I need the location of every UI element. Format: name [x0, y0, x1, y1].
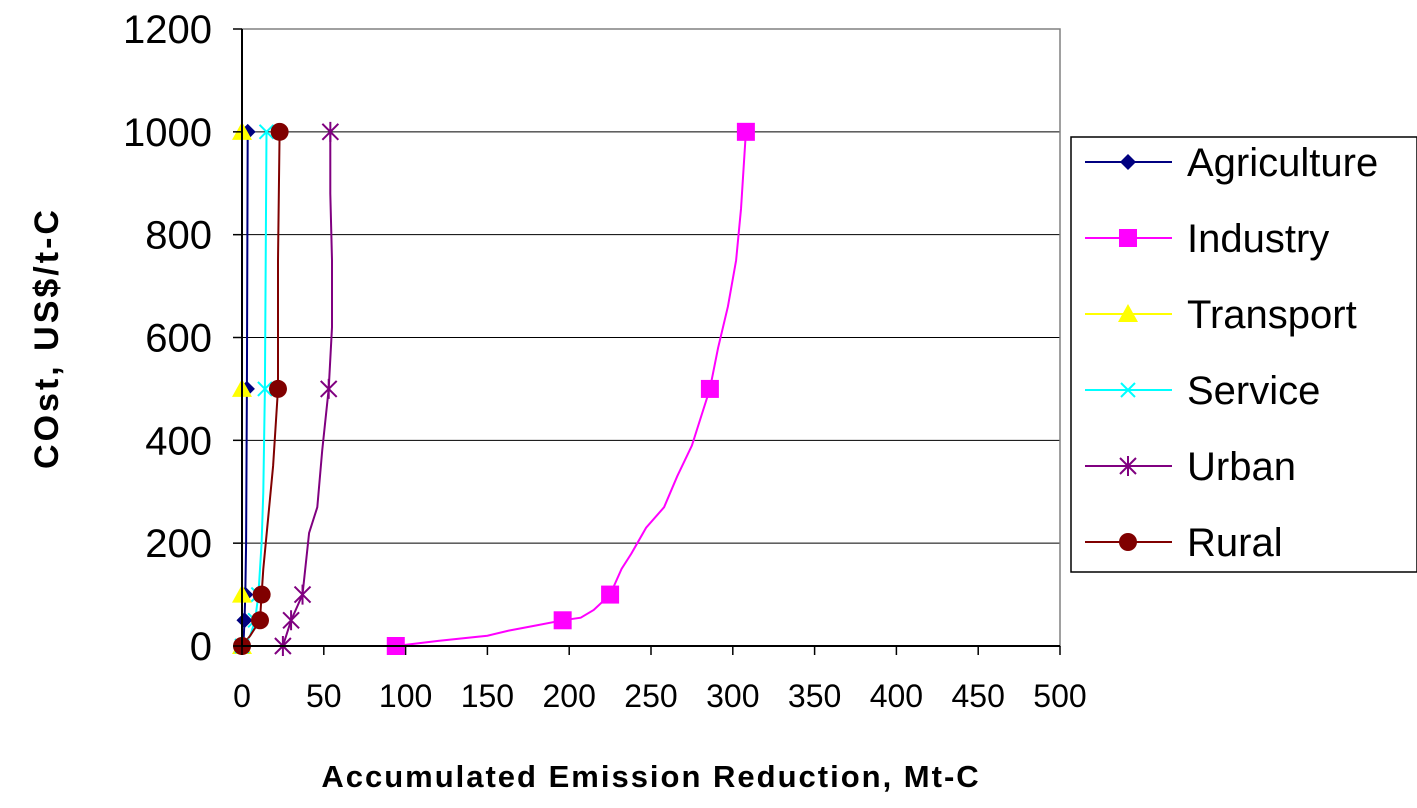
series-line-rural — [241, 131, 281, 647]
legend-label: Agriculture — [1187, 141, 1378, 185]
legend-rural-marker — [1119, 533, 1137, 551]
series-line-urban — [281, 131, 333, 647]
series-rural-marker — [250, 611, 269, 630]
series-urban-marker — [293, 584, 312, 605]
y-tick-label: 1200 — [123, 8, 212, 52]
y-tick-label: 0 — [190, 625, 212, 669]
x-tick-label: 350 — [788, 678, 841, 714]
x-tick-label: 150 — [461, 678, 514, 714]
y-tick-label: 800 — [145, 214, 212, 258]
x-tick-label: 450 — [952, 678, 1005, 714]
series-rural-marker — [270, 122, 289, 141]
series-industry-marker — [553, 611, 572, 630]
series-urban-marker — [320, 378, 338, 399]
x-tick-label: 500 — [1033, 678, 1086, 714]
x-tick-label: 300 — [706, 678, 759, 714]
x-tick-label: 400 — [870, 678, 923, 714]
legend-box — [1070, 136, 1417, 573]
series-industry-marker — [700, 379, 719, 398]
y-tick-label: 1000 — [123, 111, 212, 155]
y-tick-label: 600 — [145, 317, 212, 361]
legend-service-marker — [1120, 382, 1136, 398]
axes — [233, 28, 1061, 655]
legend-transport-marker — [1118, 304, 1138, 322]
legend-label: Urban — [1187, 445, 1296, 489]
x-tick-label: 250 — [624, 678, 677, 714]
series-urban-marker — [282, 610, 300, 631]
x-axis-title: Accumulated Emission Reduction, Mt-C — [321, 759, 980, 794]
series-agriculture-marker — [236, 612, 253, 629]
x-tick-labels: 0 50 100 150 200 250 300 350 400 450 500 — [233, 678, 1087, 714]
legend-item-rural: Rural — [1085, 521, 1283, 565]
legend-item-service: Service — [1085, 369, 1320, 413]
series-markers — [232, 121, 755, 656]
series-industry-marker — [736, 122, 755, 141]
series-service-marker — [257, 381, 273, 397]
series-line-industry — [395, 131, 747, 647]
series-service-marker — [258, 124, 275, 140]
series-lines — [241, 131, 747, 647]
legend-label: Industry — [1187, 217, 1329, 261]
x-tick-label: 200 — [543, 678, 596, 714]
y-tick-label: 400 — [145, 419, 212, 463]
legend-urban-marker — [1119, 456, 1137, 476]
x-tick-label: 100 — [379, 678, 432, 714]
legend-item-industry: Industry — [1085, 217, 1329, 261]
series-rural-marker — [268, 379, 287, 398]
legend-label: Rural — [1187, 521, 1283, 565]
x-tick-label: 50 — [306, 678, 342, 714]
series-rural-marker — [252, 585, 271, 604]
y-tick-label: 200 — [145, 522, 212, 566]
legend-label: Service — [1187, 369, 1320, 413]
y-axis-title: COst, US$/t-C — [28, 207, 66, 469]
series-urban-marker — [321, 121, 340, 142]
legend-label: Transport — [1187, 293, 1357, 337]
gridlines — [242, 28, 1060, 544]
legend-agriculture-marker — [1120, 154, 1136, 170]
legend: Agriculture Industry Transport Service Urban… — [1070, 136, 1417, 573]
legend-industry-marker — [1119, 229, 1137, 247]
legend-item-agriculture: Agriculture — [1085, 141, 1378, 185]
legend-item-transport: Transport — [1085, 293, 1357, 337]
y-tick-labels: 0 200 400 600 800 1000 1200 — [123, 8, 212, 669]
series-industry-marker — [601, 585, 620, 604]
legend-item-urban: Urban — [1085, 445, 1296, 489]
x-tick-label: 0 — [233, 678, 251, 714]
